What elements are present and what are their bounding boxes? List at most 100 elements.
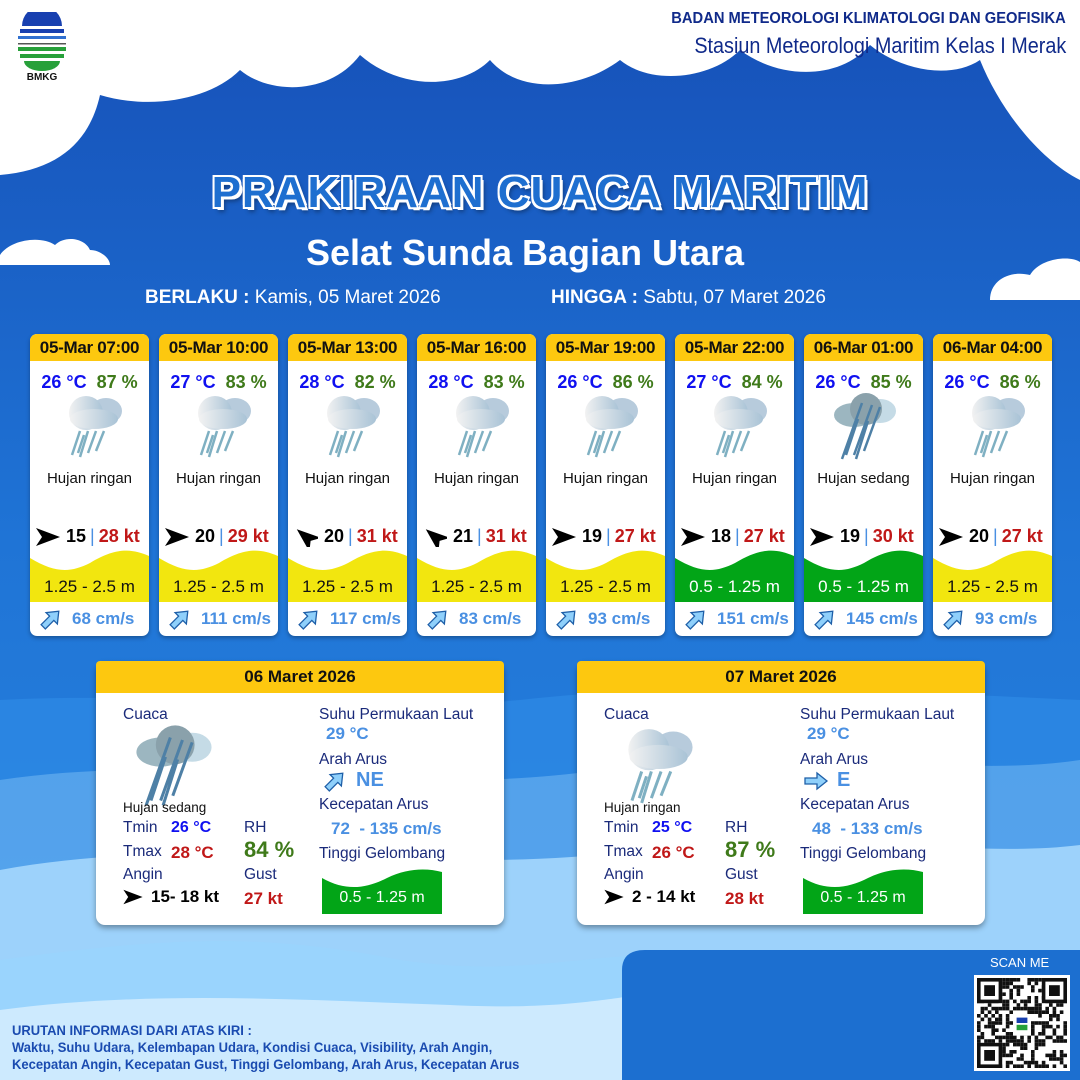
- forecast-time: 05-Mar 22:00: [675, 334, 794, 361]
- air-temperature: 27 °C: [170, 372, 216, 392]
- legend-line-1: Waktu, Suhu Udara, Kelembapan Udara, Kon…: [12, 1040, 493, 1055]
- current-speed: 145 cm/s: [846, 609, 918, 628]
- forecast-time: 05-Mar 13:00: [288, 334, 407, 361]
- wind-speed: 19: [582, 526, 603, 546]
- current-direction-icon: [427, 610, 447, 630]
- air-temperature: 26 °C: [944, 372, 990, 392]
- current-direction-label: Arah Arus: [800, 751, 869, 768]
- current-speed-range: 72 - 135 cm/s: [331, 819, 442, 838]
- wave-band: [30, 550, 149, 602]
- wave-band: [803, 869, 923, 914]
- wave-band: [675, 550, 794, 602]
- wave-height-range: 0.5 - 1.25 m: [820, 889, 906, 906]
- daily-summary-card: 06 Maret 2026 Cuaca Hujan sedang Tmin 26…: [96, 661, 504, 925]
- weather-condition: Hujan ringan: [433, 470, 520, 487]
- current-direction-icon: [814, 610, 834, 630]
- current-speed: 93 cm/s: [975, 609, 1038, 628]
- sst-value: 29 °C: [807, 724, 850, 743]
- wind-speed: 19: [840, 526, 861, 546]
- tmin-label: Tmin: [123, 819, 158, 836]
- wave-height: 1.25 - 2.5 m: [560, 577, 651, 596]
- wave-band: [546, 550, 665, 602]
- forecast-card: 05-Mar 19:00 26 °C 86 % Hujan ringan 19 |…: [546, 334, 665, 636]
- current-speed: 68 cm/s: [72, 609, 135, 628]
- weather-condition: Hujan ringan: [949, 470, 1036, 487]
- gust-speed: 28 kt: [98, 526, 140, 546]
- gust-speed: 31 kt: [356, 526, 398, 546]
- wave-band: [804, 550, 923, 602]
- daily-date: 07 Maret 2026: [577, 661, 985, 693]
- tmax-label: Tmax: [123, 843, 162, 860]
- wind-direction-icon: [165, 527, 189, 546]
- wave-height: 1.25 - 2.5 m: [431, 577, 522, 596]
- wave-band: [159, 550, 278, 602]
- daily-summary-card: 07 Maret 2026 Cuaca Hujan ringan Tmin 25…: [577, 661, 985, 925]
- qr-code[interactable]: [974, 975, 1070, 1071]
- current-direction-icon: [169, 610, 189, 630]
- area-name: Selat Sunda Bagian Utara: [305, 232, 745, 273]
- wind-direction-icon: [296, 528, 318, 547]
- air-temperature: 27 °C: [686, 372, 732, 392]
- wind-range: 2 - 14 kt: [632, 887, 696, 906]
- current-speed-label: Kecepatan Arus: [800, 796, 910, 813]
- weather-label: Cuaca: [123, 706, 168, 723]
- weather-condition: Hujan ringan: [46, 470, 133, 487]
- forecast-time: 05-Mar 10:00: [159, 334, 278, 361]
- light-rain-icon: [327, 396, 380, 458]
- light-rain-icon: [628, 729, 693, 804]
- current-speed-label: Kecepatan Arus: [319, 796, 429, 813]
- wind-direction-icon: [810, 527, 834, 546]
- agency-name: BADAN METEOROLOGI KLIMATOLOGI DAN GEOFIS…: [671, 10, 1066, 27]
- rh-label: RH: [244, 819, 267, 836]
- wave-height: 1.25 - 2.5 m: [44, 577, 135, 596]
- gust-speed: 29 kt: [227, 526, 269, 546]
- humidity: 86 %: [612, 372, 654, 392]
- gust-label: Gust: [244, 866, 277, 883]
- current-direction-value: NE: [356, 769, 384, 791]
- gust-label: Gust: [725, 866, 758, 883]
- current-speed: 93 cm/s: [588, 609, 651, 628]
- wave-height: 0.5 - 1.25 m: [689, 577, 780, 596]
- forecast-time: 05-Mar 07:00: [30, 334, 149, 361]
- sst-label: Suhu Permukaan Laut: [319, 706, 474, 723]
- forecast-card: 05-Mar 07:00 26 °C 87 % Hujan ringan 15 |…: [30, 334, 149, 636]
- current-direction-icon: [556, 610, 576, 630]
- light-rain-icon: [972, 396, 1025, 458]
- wave-band: [322, 869, 442, 914]
- light-rain-icon: [69, 396, 122, 458]
- tmin-label: Tmin: [604, 819, 639, 836]
- wind-label: Angin: [604, 866, 644, 883]
- wind-direction-icon: [425, 528, 447, 547]
- light-rain-icon: [198, 396, 251, 458]
- bmkg-logo: BMKG: [18, 12, 66, 82]
- moderate-rain-icon: [136, 725, 212, 806]
- weather-condition: Hujan ringan: [562, 470, 649, 487]
- wind-speed: 20: [195, 526, 216, 546]
- valid-to: HINGGA : Sabtu, 07 Maret 2026: [551, 287, 826, 309]
- current-direction-icon: [324, 771, 344, 792]
- tmax-label: Tmax: [604, 843, 643, 860]
- wind-direction-icon: [604, 889, 624, 905]
- weather-label: Cuaca: [604, 706, 649, 723]
- tmin-value: 26 °C: [171, 819, 212, 836]
- weather-condition: Hujan ringan: [691, 470, 778, 487]
- legend-line-2: Kecepatan Angin, Kecepatan Gust, Tinggi …: [12, 1057, 520, 1072]
- gust-value: 28 kt: [725, 889, 764, 908]
- moderate-rain-icon: [834, 393, 896, 460]
- wave-band: [933, 550, 1052, 602]
- valid-from-value: Kamis, 05 Maret 2026: [254, 287, 441, 308]
- weather-condition: Hujan sedang: [817, 470, 910, 487]
- light-rain-icon: [585, 396, 638, 458]
- daily-date: 06 Maret 2026: [96, 661, 504, 693]
- wave-height: 1.25 - 2.5 m: [302, 577, 393, 596]
- current-speed: 111 cm/s: [201, 609, 271, 628]
- forecast-card: 05-Mar 22:00 27 °C 84 % Hujan ringan 18 |…: [675, 334, 794, 636]
- light-rain-icon: [714, 396, 767, 458]
- humidity: 86 %: [999, 372, 1041, 392]
- light-rain-icon: [456, 396, 509, 458]
- forecast-card: 06-Mar 01:00 26 °C 85 % Hujan sedang 19 |…: [804, 334, 923, 636]
- wave-label: Tinggi Gelombang: [319, 845, 446, 862]
- humidity: 82 %: [354, 372, 396, 392]
- air-temperature: 28 °C: [428, 372, 474, 392]
- air-temperature: 26 °C: [815, 372, 861, 392]
